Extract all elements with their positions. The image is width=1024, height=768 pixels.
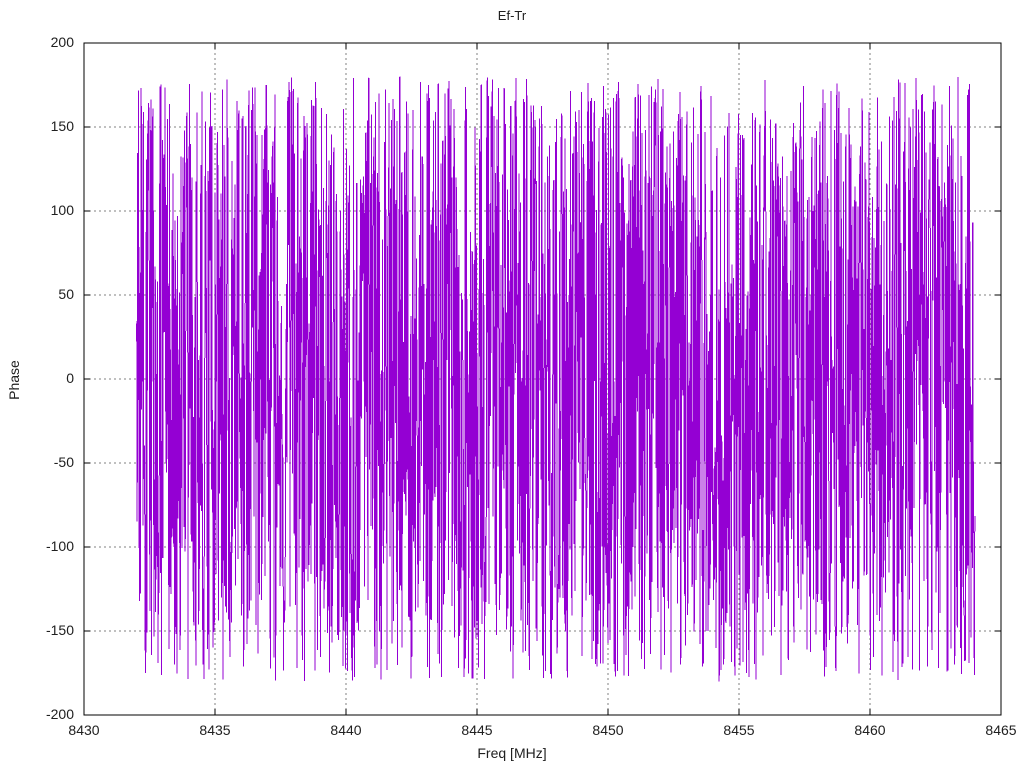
y-tick-label: 150	[50, 118, 74, 134]
x-tick-label: 8465	[985, 722, 1017, 738]
x-axis-label: Freq [MHz]	[477, 745, 547, 761]
y-tick-label: 50	[58, 286, 74, 302]
x-tick-label: 8435	[199, 722, 231, 738]
plot-border	[83, 42, 1002, 716]
x-tick-label: 8440	[330, 722, 362, 738]
y-tick-label: 200	[50, 34, 74, 50]
x-tick-label: 8460	[854, 722, 886, 738]
y-tick-label: 0	[66, 370, 74, 386]
x-tick-label: 8455	[723, 722, 755, 738]
y-axis-label: Phase	[6, 360, 22, 400]
y-tick-label: -150	[45, 622, 74, 638]
x-tick-label: 8430	[68, 722, 100, 738]
x-tick-label: 8450	[592, 722, 624, 738]
data-series-layer	[135, 76, 976, 682]
y-tick-label: -200	[45, 706, 74, 722]
page-title: Ef-Tr	[497, 8, 527, 23]
y-tick-label: -50	[53, 454, 74, 470]
y-tick-label: 100	[50, 202, 74, 218]
y-tick-label: -100	[45, 538, 74, 554]
plot-frame	[83, 42, 1002, 716]
x-tick-label: 8445	[461, 722, 493, 738]
data-series-phase	[135, 76, 976, 682]
